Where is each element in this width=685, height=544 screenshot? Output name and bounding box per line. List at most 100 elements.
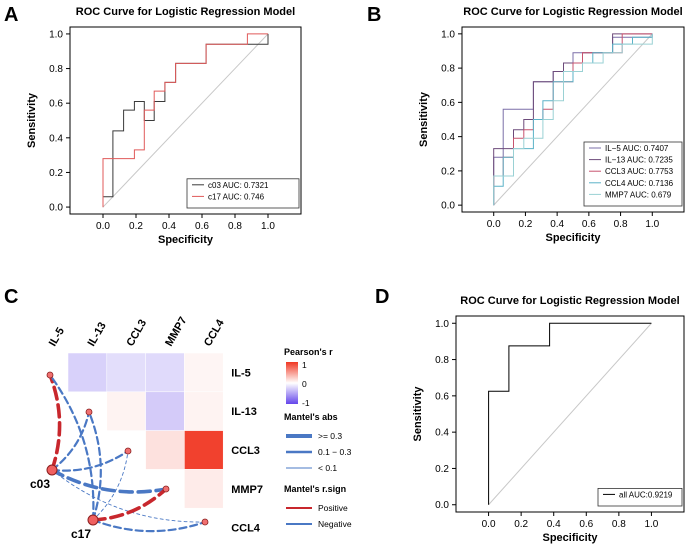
a-xtick-label: 0.2: [129, 221, 143, 232]
b-ytick-label: 0.6: [441, 98, 455, 109]
heatmap-cell: [184, 391, 224, 431]
roc-panel-d: ROC Curve for Logistic Regression Model 0…: [412, 295, 685, 544]
mantel-abs-label: < 0.1: [318, 463, 337, 473]
b-xtick-label: 0.4: [550, 219, 564, 230]
mantel-abs-legend-title: Mantel's abs: [284, 412, 338, 422]
d-ytick-label: 0.0: [435, 500, 449, 511]
a-ytick-label: 0.6: [49, 99, 63, 110]
b-legend-entry: IL−13 AUC: 0.7235: [605, 156, 673, 165]
heatmap-row-label: IL-13: [231, 406, 257, 418]
heatmap-col-label: MMP7: [163, 315, 189, 349]
d-legend-box: [597, 487, 683, 507]
d-plot-frame: [455, 315, 685, 513]
heatmap-row-label: CCL3: [231, 445, 260, 457]
b-xlabel: Specificity: [545, 232, 601, 244]
d-ytick-label: 0.4: [435, 428, 449, 439]
b-xtick-label: 0.6: [582, 219, 596, 230]
panel-label-c: C: [4, 286, 18, 308]
b-plot-frame: [461, 26, 685, 213]
a-legend-entry: c17 AUC: 0.746: [208, 192, 265, 201]
b-ytick-label: 0.2: [441, 166, 455, 177]
mantel-node-c03: [46, 464, 58, 476]
heatmap-cell: [184, 352, 224, 393]
heatmap-cell: [184, 430, 224, 470]
b-roc-line-mmp7: [493, 33, 653, 206]
b-xtick-label: 0.0: [487, 219, 501, 230]
mantel-panel-c: IL-5 IL-13 CCL3 MMP7 CCL4 IL-5 IL-13 CCL3 MMP7 CC…: [30, 315, 352, 541]
pearson-tick-label: 0: [302, 379, 307, 389]
d-ytick-label: 0.6: [435, 391, 449, 402]
mantel-link-c17-mmp7: [91, 487, 168, 522]
mantel-link-c17-ccl3: [92, 450, 129, 521]
d-roc-line-all: [488, 322, 652, 505]
d-xtick-label: 0.4: [547, 519, 561, 530]
b-legend-entry: IL−5 AUC: 0.7407: [605, 144, 669, 153]
d-ytick-label: 0.2: [435, 464, 449, 475]
b-ytick-label: 1.0: [441, 29, 455, 40]
mantel-link-c03-il-13: [50, 410, 91, 472]
a-ytick-label: 0.4: [49, 133, 63, 144]
b-ylabel: Sensitivity: [418, 91, 430, 147]
a-xtick-label: 0.6: [195, 221, 209, 232]
a-xtick-label: 0.8: [228, 221, 242, 232]
mantel-link-c03-ccl3: [50, 449, 130, 472]
b-legend-entry: CCL3 AUC: 0.7753: [605, 167, 674, 176]
mantel-abs-label: 0.1 − 0.3: [318, 447, 352, 457]
heatmap-cell: [145, 352, 185, 393]
mantel-sign-legend-title: Mantel's r.sign: [284, 484, 346, 494]
mantel-link-c17-il-5: [48, 373, 95, 522]
d-legend-entry: all AUC:0.9219: [619, 490, 673, 499]
d-diagonal-reference: [488, 322, 652, 506]
mantel-target-point-ccl3: [124, 447, 132, 455]
heatmap-cell: [145, 391, 185, 431]
panel-label-a: A: [4, 4, 18, 26]
heatmap-row-label: IL-5: [231, 367, 251, 379]
roc-panel-a: ROC Curve for Logistic Regression Model 0…: [26, 6, 302, 246]
d-xtick-label: 1.0: [644, 519, 658, 530]
b-xtick-label: 0.8: [614, 219, 628, 230]
mantel-node-c17: [87, 514, 99, 526]
d-xtick-label: 0.8: [612, 519, 626, 530]
a-plot-frame: [69, 26, 302, 215]
mantel-target-point-il-13: [85, 408, 93, 416]
a-ylabel: Sensitivity: [26, 92, 38, 148]
d-xtick-label: 0.6: [579, 519, 593, 530]
pearson-colorbar: [286, 362, 298, 404]
a-ytick-label: 0.8: [49, 64, 63, 75]
panel-label-b: B: [367, 4, 381, 26]
a-xlabel: Specificity: [158, 234, 214, 246]
mantel-link-c17-il-13: [87, 410, 102, 522]
heatmap-cell: [184, 469, 224, 509]
a-xtick-label: 0.4: [162, 221, 176, 232]
a-ytick-label: 0.0: [49, 203, 63, 214]
b-title: ROC Curve for Logistic Regression Model: [463, 6, 682, 18]
b-ytick-label: 0.0: [441, 201, 455, 212]
heatmap-cell: [67, 352, 108, 393]
a-legend-entry: c03 AUC: 0.7321: [208, 181, 269, 190]
d-xtick-label: 0.0: [482, 519, 496, 530]
b-legend-entry: CCL4 AUC: 0.7136: [605, 179, 674, 188]
mantel-node-label-c03: c03: [30, 477, 50, 491]
a-ytick-label: 1.0: [49, 29, 63, 40]
b-xtick-label: 0.2: [518, 219, 532, 230]
panel-label-d: D: [375, 286, 389, 308]
mantel-sign-label: Negative: [318, 519, 352, 529]
mantel-link-c03-il-5: [48, 373, 62, 472]
pearson-tick-label: -1: [302, 398, 310, 408]
a-xtick-label: 0.0: [96, 221, 110, 232]
heatmap-col-label: IL-5: [47, 326, 67, 349]
b-ytick-label: 0.4: [441, 132, 455, 143]
d-xlabel: Specificity: [542, 532, 598, 544]
mantel-target-point-il-5: [46, 371, 54, 379]
b-xtick-label: 1.0: [645, 219, 659, 230]
d-ytick-label: 1.0: [435, 319, 449, 330]
mantel-link-c03-mmp7: [50, 468, 168, 494]
roc-panel-b: ROC Curve for Logistic Regression Model 0…: [418, 6, 685, 244]
d-title: ROC Curve for Logistic Regression Model: [460, 295, 679, 307]
d-ytick-label: 0.8: [435, 355, 449, 366]
heatmap-row-label: MMP7: [231, 484, 263, 496]
heatmap-cell: [106, 352, 146, 393]
a-roc-line-c17: [102, 33, 268, 208]
a-diagonal-reference: [102, 33, 269, 208]
